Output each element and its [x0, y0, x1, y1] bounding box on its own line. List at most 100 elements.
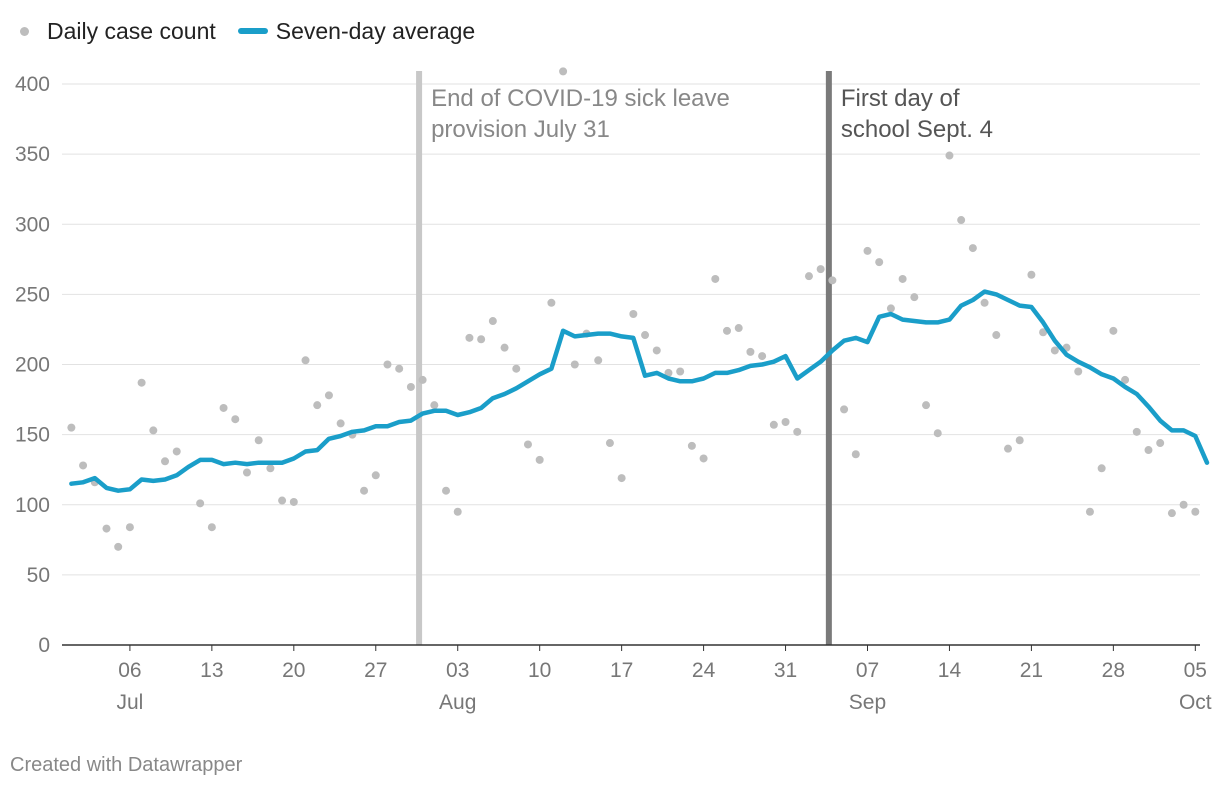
- daily-case-point: [898, 274, 907, 283]
- daily-case-point: [617, 474, 626, 483]
- x-tick-label: 24: [692, 659, 716, 682]
- daily-case-point: [957, 216, 966, 225]
- y-tick-label: 150: [15, 424, 50, 447]
- daily-case-point: [547, 298, 556, 307]
- x-tick-label: 07: [856, 659, 879, 682]
- daily-case-point: [886, 304, 895, 313]
- y-tick-label: 350: [15, 143, 50, 166]
- x-tick-label: 17: [610, 659, 633, 682]
- x-month-label: Aug: [439, 691, 476, 714]
- x-tick-label: 28: [1102, 659, 1125, 682]
- daily-case-point: [67, 423, 76, 432]
- daily-case-point: [652, 346, 661, 355]
- legend: Daily case count Seven-day average: [20, 16, 497, 46]
- daily-case-point: [1191, 507, 1200, 516]
- daily-case-point: [313, 401, 322, 410]
- x-tick-label: 31: [774, 659, 797, 682]
- daily-case-point: [488, 317, 497, 326]
- annotation-text: school Sept. 4: [841, 116, 993, 143]
- annotation-text: End of COVID-19 sick leave: [431, 85, 730, 112]
- daily-case-point: [687, 441, 696, 450]
- y-tick-label: 200: [15, 354, 50, 377]
- annotation-text: provision July 31: [431, 116, 610, 143]
- x-tick-label: 06: [118, 659, 141, 682]
- daily-case-point: [758, 352, 767, 361]
- daily-case-point: [442, 486, 451, 495]
- x-tick-label: 03: [446, 659, 469, 682]
- y-tick-label: 400: [15, 73, 50, 96]
- daily-case-point: [816, 265, 825, 274]
- daily-case-point: [383, 360, 392, 369]
- daily-case-point: [219, 403, 228, 412]
- daily-case-point: [430, 401, 439, 410]
- daily-case-point: [289, 497, 298, 506]
- daily-case-point: [1003, 444, 1012, 453]
- daily-case-point: [523, 440, 532, 449]
- daily-case-point: [629, 310, 638, 319]
- daily-case-point: [395, 364, 404, 373]
- daily-case-point: [1144, 446, 1153, 455]
- daily-case-point: [231, 415, 240, 424]
- daily-case-point: [699, 454, 708, 463]
- daily-case-point: [336, 419, 345, 428]
- daily-case-point: [196, 499, 205, 508]
- daily-case-point: [769, 420, 778, 429]
- daily-case-point: [851, 450, 860, 459]
- daily-case-point: [1085, 507, 1094, 516]
- daily-case-point: [875, 258, 884, 267]
- daily-case-point: [125, 523, 134, 532]
- daily-case-point: [1039, 328, 1048, 337]
- daily-case-point: [149, 426, 158, 435]
- daily-case-point: [1179, 500, 1188, 509]
- x-tick-label: 13: [200, 659, 223, 682]
- legend-item-daily: Daily case count: [20, 18, 216, 45]
- y-tick-label: 300: [15, 213, 50, 236]
- daily-case-point: [1050, 346, 1059, 355]
- daily-case-point: [828, 276, 837, 285]
- daily-case-point: [746, 347, 755, 356]
- daily-case-point: [1156, 439, 1165, 448]
- daily-case-point: [711, 274, 720, 283]
- daily-case-point: [371, 471, 380, 480]
- seven-day-average-line: [69, 289, 1210, 493]
- y-tick-label: 0: [38, 634, 50, 657]
- daily-case-point: [781, 418, 790, 427]
- daily-case-point: [793, 427, 802, 436]
- x-month-label: Jul: [116, 691, 143, 714]
- daily-case-point: [992, 331, 1001, 340]
- daily-case-point: [137, 378, 146, 387]
- daily-case-point: [594, 356, 603, 365]
- x-tick-label: 20: [282, 659, 305, 682]
- daily-case-point: [933, 429, 942, 438]
- daily-case-point: [1097, 464, 1106, 473]
- daily-case-point: [922, 401, 931, 410]
- y-tick-label: 100: [15, 494, 50, 517]
- x-month-label: Sep: [849, 691, 886, 714]
- daily-case-point: [1015, 436, 1024, 445]
- daily-case-point: [254, 436, 263, 445]
- daily-case-point: [605, 439, 614, 448]
- daily-case-point: [242, 468, 251, 477]
- x-month-label: Oct: [1179, 691, 1212, 714]
- daily-case-point: [968, 244, 977, 253]
- daily-case-point: [559, 67, 568, 76]
- daily-case-point: [1109, 326, 1118, 335]
- legend-label-daily: Daily case count: [47, 17, 216, 44]
- daily-case-point: [324, 391, 333, 400]
- daily-case-point: [664, 368, 673, 377]
- daily-case-point: [910, 293, 919, 302]
- daily-case-point: [360, 486, 369, 495]
- legend-label-average: Seven-day average: [275, 17, 476, 44]
- daily-case-point: [734, 324, 743, 333]
- daily-case-point: [301, 356, 310, 365]
- x-tick-label: 27: [364, 659, 387, 682]
- daily-case-point: [1027, 270, 1036, 279]
- daily-case-point: [512, 364, 521, 373]
- daily-case-point: [1121, 375, 1130, 384]
- daily-case-point: [641, 331, 650, 340]
- daily-case-point: [453, 507, 462, 516]
- x-tick-label: 05: [1184, 659, 1207, 682]
- daily-case-point: [1167, 509, 1176, 518]
- y-tick-label: 250: [15, 283, 50, 306]
